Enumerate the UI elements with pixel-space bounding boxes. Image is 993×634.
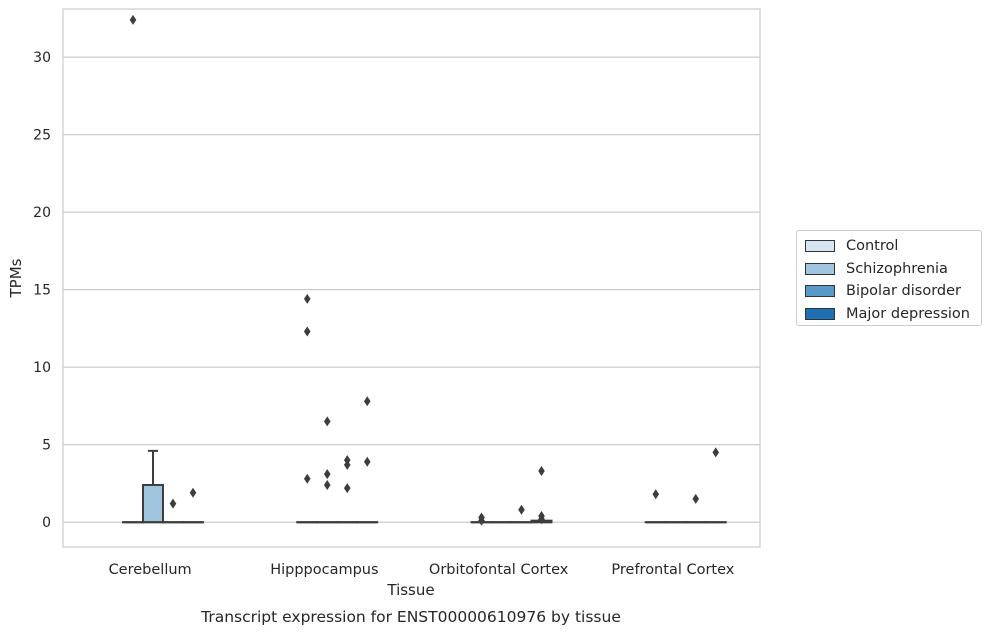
outlier-point (712, 447, 720, 458)
outlier-point (323, 416, 331, 427)
outlier-point (129, 14, 137, 25)
box-control (296, 293, 319, 524)
legend-swatch (805, 307, 835, 320)
outlier-point (189, 487, 197, 498)
x-tick-label: Hipppocampus (270, 562, 378, 578)
box-marks (122, 14, 727, 526)
chart-title: Transcript expression for ENST0000061097… (200, 608, 621, 626)
outlier-point (303, 473, 311, 484)
x-tick-labels: Cerebellum Hipppocampus Orbitofontal Corte… (109, 562, 735, 578)
x-tick-label: Orbitofontal Cortex (429, 562, 569, 578)
outlier-point (692, 493, 700, 504)
box-control (470, 512, 493, 526)
outlier-point (363, 456, 371, 467)
y-tick-label: 20 (33, 205, 51, 221)
outlier-point (303, 326, 311, 337)
legend-item: Bipolar disorder (805, 280, 981, 303)
legend-label: Control (846, 238, 899, 255)
box-major-depression (704, 447, 727, 524)
box-bipolar-disorder (162, 498, 184, 524)
outlier-point (343, 483, 351, 494)
legend-swatch (805, 285, 835, 298)
gridlines (63, 56, 760, 523)
y-tick-label: 5 (42, 438, 51, 454)
outlier-point (538, 466, 545, 477)
box-bipolar-disorder (336, 455, 359, 524)
plot-area-frame (62, 8, 761, 548)
outlier-point (538, 514, 545, 525)
box-bipolar-disorder (510, 504, 533, 524)
legend-label: Bipolar disorder (846, 283, 961, 300)
y-tick-label: 25 (33, 128, 51, 144)
outlier-point (169, 498, 177, 509)
outlier-point (363, 396, 371, 407)
legend-label: Schizophrenia (846, 260, 948, 277)
legend-item: Schizophrenia (805, 258, 981, 281)
x-tick-label: Cerebellum (109, 562, 192, 578)
outlier-point (518, 504, 525, 515)
box-schizophrenia (316, 416, 339, 524)
box-schizophrenia (142, 449, 164, 524)
box-major-depression (182, 487, 204, 524)
box-control (644, 489, 667, 524)
y-axis-label: TPMs (7, 258, 25, 298)
y-tick-label: 30 (33, 50, 51, 66)
outlier-point (323, 469, 331, 480)
legend: Control Schizophrenia Bipolar disorder Majo… (796, 230, 982, 326)
y-tick-label: 0 (42, 515, 51, 531)
box-control (122, 14, 144, 524)
y-tick-labels: 0 5 10 15 20 25 30 (33, 50, 51, 531)
x-axis-label: Tissue (386, 581, 434, 599)
outlier-point (343, 455, 351, 466)
box-major-depression (356, 396, 379, 524)
legend-swatch (805, 240, 835, 253)
y-tick-label: 15 (33, 283, 51, 299)
legend-label: Major depression (846, 305, 970, 322)
legend-item: Control (805, 235, 981, 258)
outlier-point (478, 515, 485, 526)
legend-item: Major depression (805, 303, 981, 326)
outlier-point (303, 293, 311, 304)
y-tick-label: 10 (33, 360, 51, 376)
box-major-depression (530, 466, 553, 525)
outlier-point (652, 489, 660, 500)
outlier-point (323, 479, 331, 490)
legend-swatch (805, 262, 835, 275)
box-body (142, 483, 164, 524)
x-tick-label: Prefrontal Cortex (611, 562, 734, 578)
box-bipolar-disorder (684, 493, 707, 524)
